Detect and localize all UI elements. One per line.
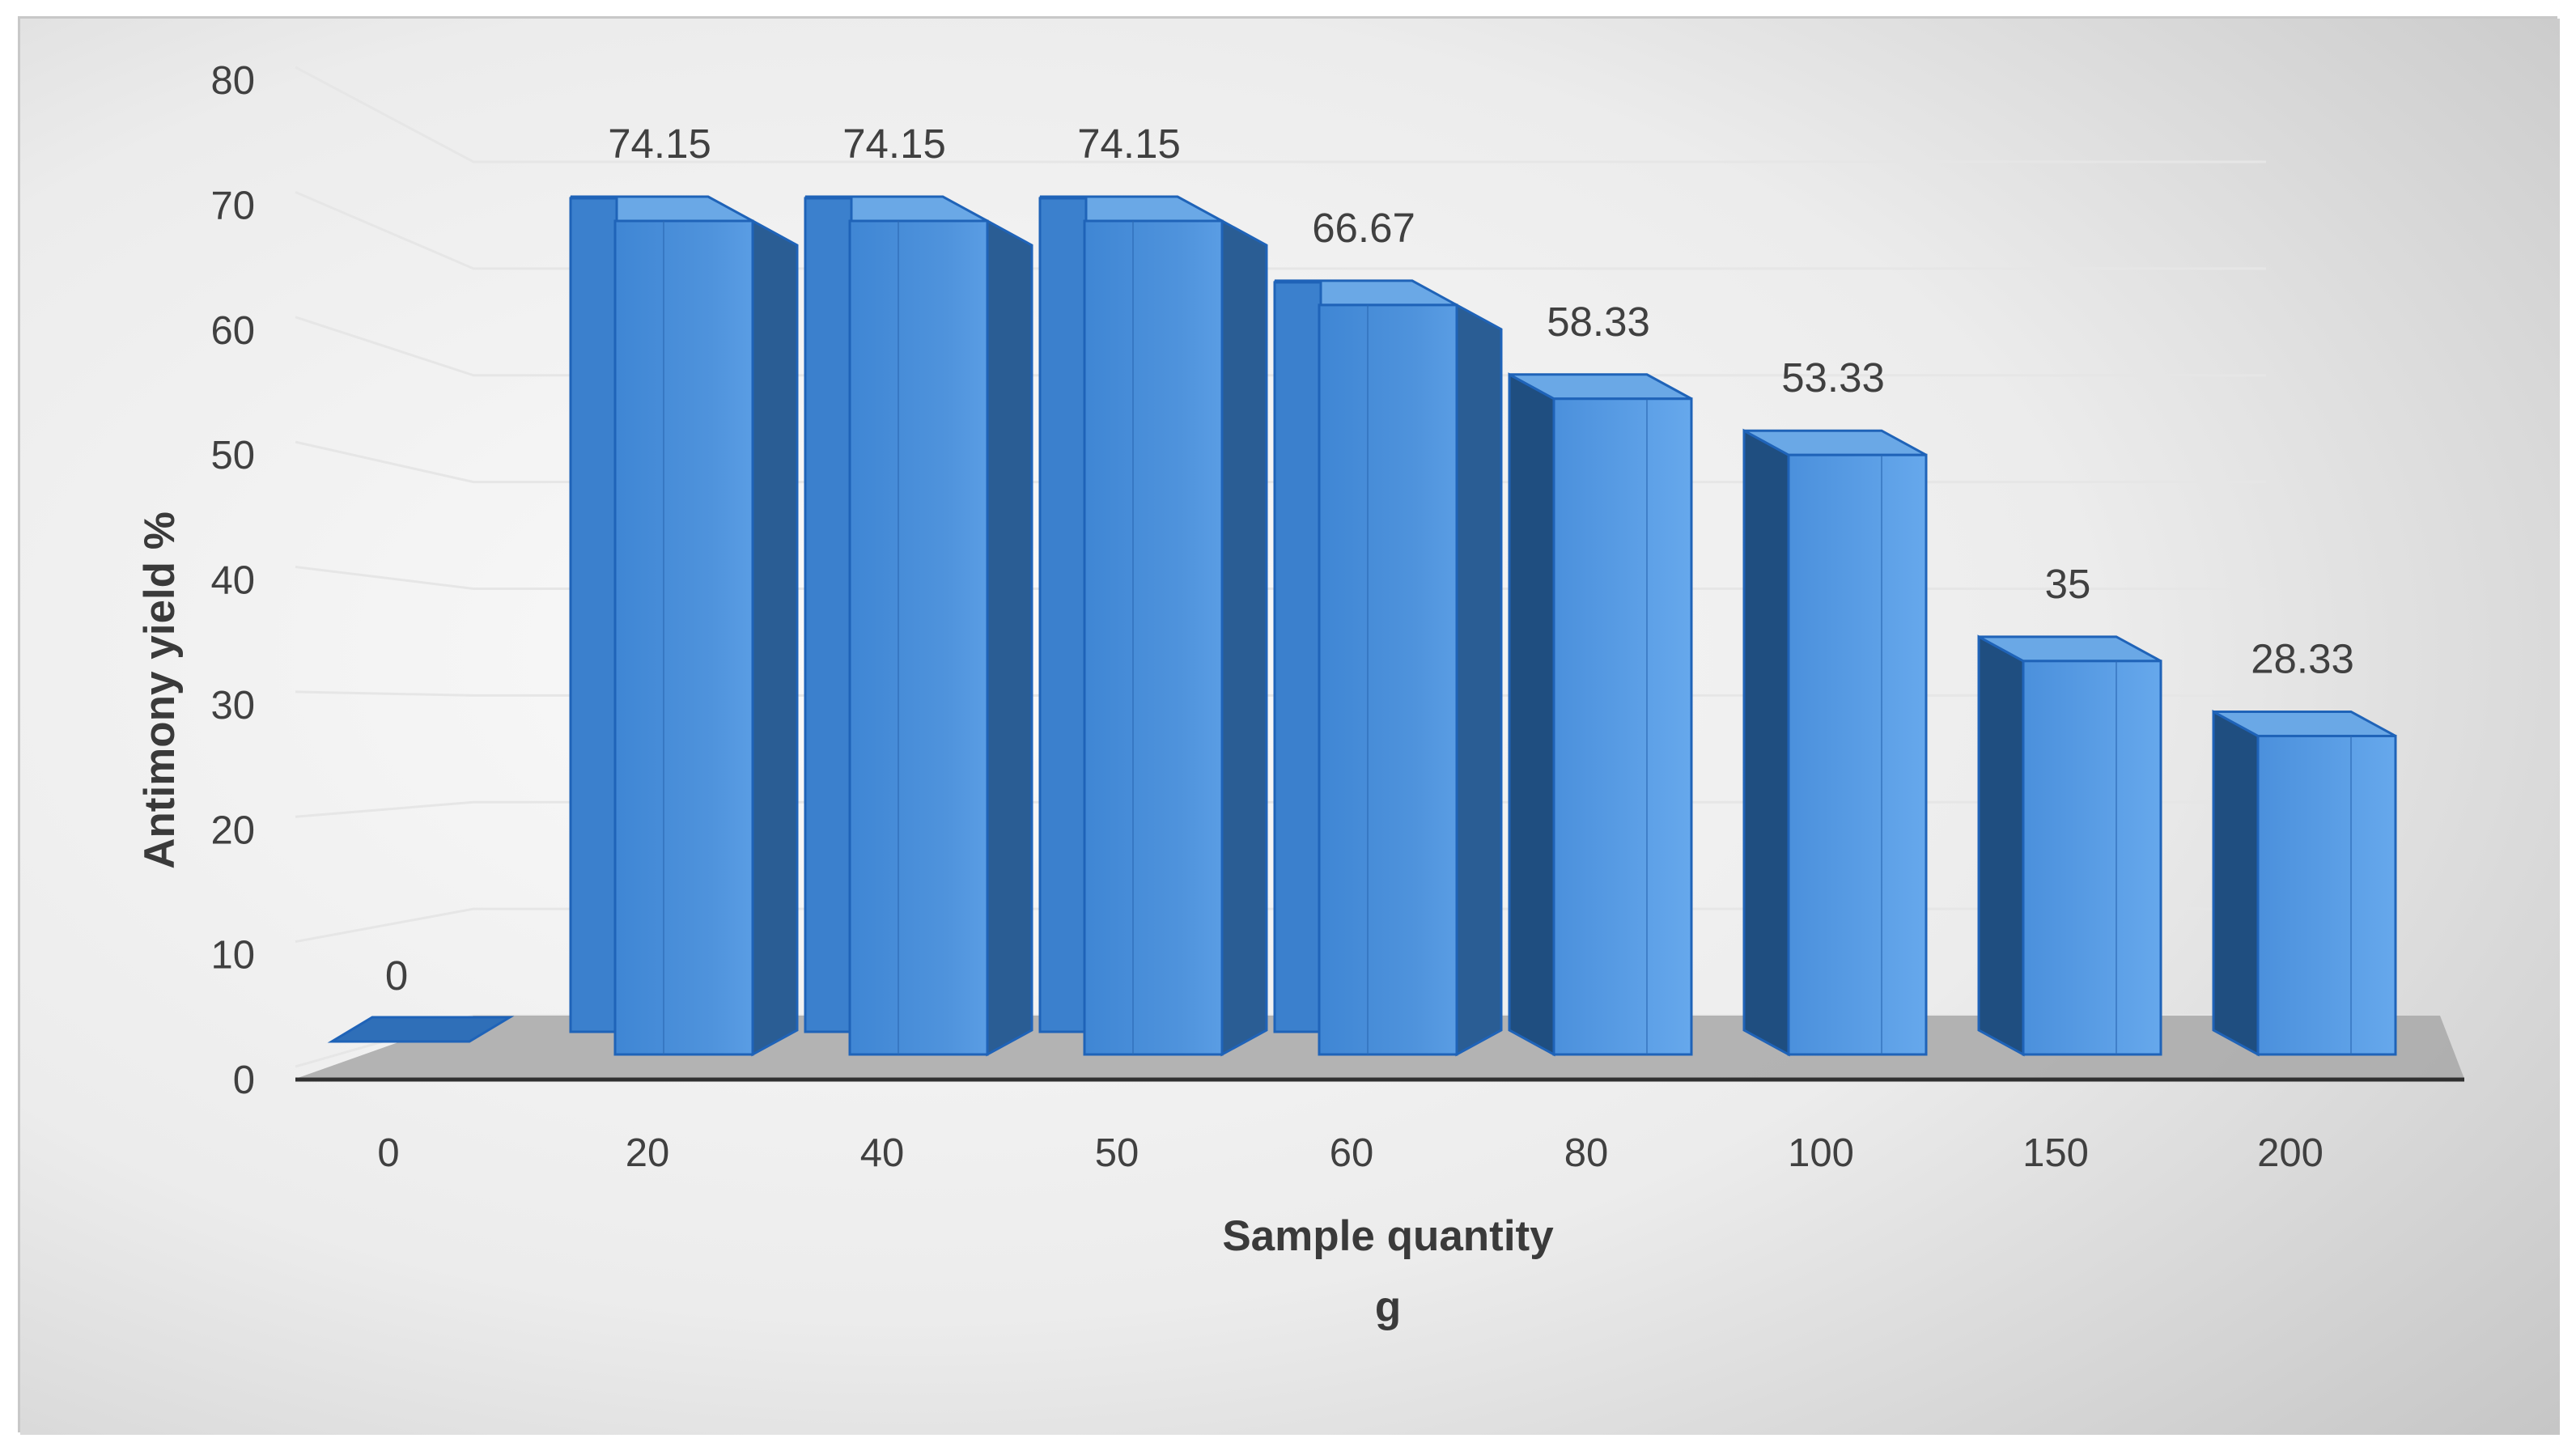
bar-back-edge [1273,281,1322,1033]
bar-side [1508,372,1555,1057]
data-label: 74.15 [842,121,946,167]
bar-front [1318,303,1458,1056]
bar-back-edge [1038,197,1088,1033]
bar [1038,195,1268,1057]
data-label: 74.15 [1077,121,1181,167]
y-tick-label: 10 [210,934,255,978]
bar-side [1977,634,2025,1057]
data-label: 58.33 [1547,299,1650,345]
y-tick-label: 40 [210,559,255,603]
bar-back-edge [569,197,618,1033]
bar-side [1455,303,1503,1057]
gridline [295,316,2266,377]
x-tick-label: 50 [1095,1131,1139,1175]
x-axis-ticks: 0 20 40 50 60 80 100 150 200 [377,1131,2323,1175]
data-label: 66.67 [1312,205,1415,251]
bar-chart: 0 10 20 30 40 50 60 70 80 0 20 40 50 60 80 100 150 200 0… [20,19,2560,1435]
x-tick-label: 80 [1564,1131,1609,1175]
x-tick-label: 150 [2022,1131,2089,1175]
data-label: 0 [385,952,408,999]
bar-side [2212,709,2260,1057]
x-axis-title-line1: Sample quantity [1222,1212,1554,1260]
data-labels: 0 74.15 74.15 74.15 66.67 58.33 53.33 35 28.33 [385,121,2354,999]
y-tick-label: 50 [210,434,255,477]
bar [2212,709,2397,1057]
y-tick-label: 60 [210,309,255,353]
bar [569,195,799,1057]
y-axis-title: Antimony yield % [136,511,184,869]
bar-side [751,218,799,1057]
y-axis-ticks: 0 10 20 30 40 50 60 70 80 [210,59,255,1102]
x-tick-label: 40 [860,1131,905,1175]
bar-front [1787,453,1928,1056]
bar-side [1220,218,1268,1057]
bar-front [613,219,754,1056]
bar-side [1742,428,1790,1057]
gridline [295,66,2266,163]
bar [1508,372,1693,1057]
x-axis-title-line2: g [1375,1283,1401,1331]
gridline [295,190,2266,270]
data-label: 74.15 [608,121,711,167]
bar-front [1552,397,1693,1056]
bars [327,195,2397,1057]
bar [1273,279,1503,1057]
bar [1977,634,2162,1057]
gridlines [295,66,2266,1068]
bar [327,1016,515,1043]
bar-side [986,218,1033,1057]
bar-front [1083,219,1224,1056]
data-label: 35 [2045,561,2091,607]
x-tick-label: 60 [1330,1131,1374,1175]
x-tick-label: 0 [377,1131,399,1175]
x-tick-label: 200 [2257,1131,2323,1175]
y-tick-label: 0 [233,1059,255,1102]
y-tick-label: 20 [210,808,255,852]
bar [1742,428,1928,1057]
bar-front [848,219,989,1056]
data-label: 28.33 [2251,635,2354,681]
bar [804,195,1033,1057]
x-tick-label: 20 [626,1131,670,1175]
bar-back-edge [804,197,853,1033]
y-tick-label: 80 [210,59,255,103]
chart-frame: 0 10 20 30 40 50 60 70 80 0 20 40 50 60 80 100 150 200 0… [18,16,2560,1435]
x-tick-label: 100 [1788,1131,1854,1175]
y-tick-label: 70 [210,184,255,227]
bar-zero-plate [327,1016,515,1043]
bar-front [2022,660,2162,1056]
y-tick-label: 30 [210,684,255,728]
bar-front [2256,734,2397,1056]
data-label: 53.33 [1781,354,1885,401]
